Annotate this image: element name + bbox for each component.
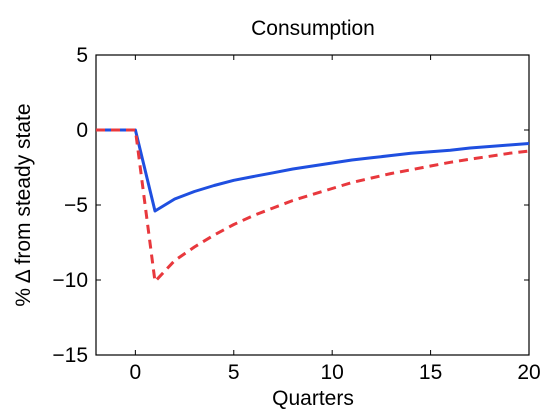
x-tick-label: 15: [419, 361, 442, 384]
y-tick-label: 5: [76, 44, 88, 67]
y-tick-label: 0: [76, 119, 88, 142]
x-tick-label: 5: [228, 361, 240, 384]
plot-frame: [95, 54, 530, 356]
y-axis: −15 −10 −5 0 5: [52, 44, 529, 367]
y-tick-label: −5: [64, 194, 88, 217]
y-tick-label: −10: [52, 269, 88, 292]
x-tick-label: 10: [321, 361, 344, 384]
x-axis: 0 5 10 15 20: [130, 55, 541, 384]
series-layer: [96, 128, 530, 283]
chart-title: Consumption: [251, 17, 375, 40]
plot-area: [95, 54, 530, 356]
x-axis-label: Quarters: [272, 387, 354, 410]
series-line-solid: [96, 128, 530, 213]
y-tick-label: −15: [52, 344, 88, 367]
series-line-dashed: [96, 128, 530, 283]
y-axis-label: % Δ from steady state: [12, 103, 35, 306]
x-tick-label: 20: [517, 361, 540, 384]
x-tick-label: 0: [130, 361, 142, 384]
